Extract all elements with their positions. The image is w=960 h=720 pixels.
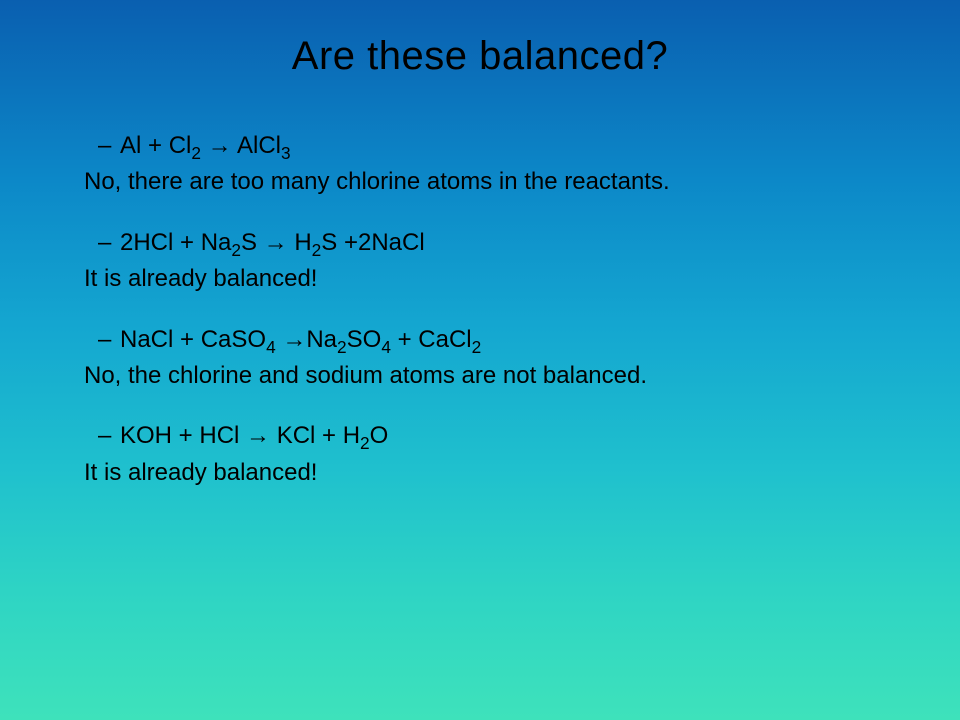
- equation: Al + Cl2 → AlCl3: [120, 132, 291, 159]
- equation-line: –NaCl + CaSO4 →Na2SO4 + CaCl2: [120, 324, 900, 356]
- item-4: –KOH + HCl → KCl + H2O It is already bal…: [84, 420, 900, 489]
- equation: NaCl + CaSO4 →Na2SO4 + CaCl2: [120, 326, 481, 353]
- item-2: –2HCl + Na2S → H2S +2NaCl It is already …: [84, 227, 900, 296]
- bullet-dash: –: [98, 130, 120, 162]
- equation-line: –Al + Cl2 → AlCl3: [120, 130, 900, 162]
- slide-title: Are these balanced?: [0, 0, 960, 79]
- equation-line: –2HCl + Na2S → H2S +2NaCl: [120, 227, 900, 259]
- slide: Are these balanced? –Al + Cl2 → AlCl3 No…: [0, 0, 960, 720]
- answer-line: It is already balanced!: [84, 263, 900, 295]
- slide-content: –Al + Cl2 → AlCl3 No, there are too many…: [84, 130, 900, 517]
- item-1: –Al + Cl2 → AlCl3 No, there are too many…: [84, 130, 900, 199]
- equation: 2HCl + Na2S → H2S +2NaCl: [120, 229, 425, 256]
- equation: KOH + HCl → KCl + H2O: [120, 422, 388, 449]
- answer-line: It is already balanced!: [84, 457, 900, 489]
- equation-line: –KOH + HCl → KCl + H2O: [120, 420, 900, 452]
- item-3: –NaCl + CaSO4 →Na2SO4 + CaCl2 No, the ch…: [84, 324, 900, 393]
- answer-line: No, the chlorine and sodium atoms are no…: [84, 360, 900, 392]
- answer-line: No, there are too many chlorine atoms in…: [84, 166, 900, 198]
- bullet-dash: –: [98, 227, 120, 259]
- bullet-dash: –: [98, 420, 120, 452]
- bullet-dash: –: [98, 324, 120, 356]
